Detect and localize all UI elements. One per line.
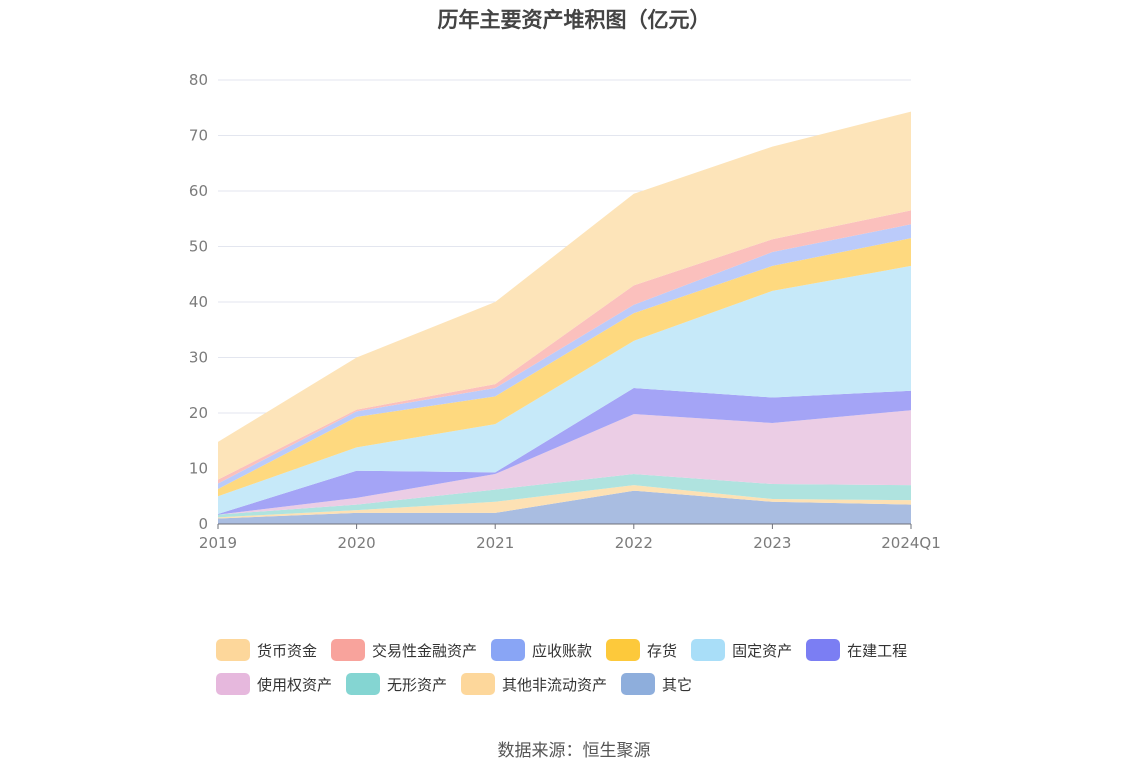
legend-swatch	[606, 639, 641, 661]
area-存货	[218, 238, 911, 497]
legend-item[interactable]: 使用权资产	[216, 672, 332, 696]
legend-label: 使用权资产	[257, 675, 333, 694]
legend-item[interactable]: 无形资产	[346, 672, 447, 696]
y-tick-label: 30	[189, 349, 208, 367]
legend-item[interactable]: 货币资金	[216, 638, 317, 662]
legend-label: 其它	[662, 675, 693, 694]
x-tick-label: 2020	[338, 534, 376, 552]
y-tick-label: 0	[198, 515, 208, 533]
legend-label: 货币资金	[257, 641, 318, 660]
legend-label: 固定资产	[732, 641, 793, 660]
legend-item[interactable]: 交易性金融资产	[331, 638, 477, 662]
x-tick-label: 2023	[753, 534, 791, 552]
legend-swatch	[491, 639, 526, 661]
area-series	[218, 111, 911, 524]
data-source: 数据来源：恒生聚源	[497, 741, 651, 761]
legend-swatch	[621, 673, 656, 695]
legend-swatch	[216, 673, 250, 695]
x-tick-label: 2022	[615, 534, 653, 552]
area-无形资产	[218, 474, 911, 518]
legend-label: 存货	[647, 641, 678, 660]
legend-item[interactable]: 存货	[606, 638, 677, 662]
legend-label: 无形资产	[387, 675, 448, 694]
y-tick-label: 60	[189, 182, 208, 200]
legend-item[interactable]: 应收账款	[491, 638, 592, 662]
legend-swatch	[806, 639, 841, 661]
area-货币资金	[218, 111, 911, 480]
area-交易性金融资产	[218, 210, 911, 484]
y-tick-label: 40	[189, 293, 208, 311]
y-tick-label: 20	[189, 404, 208, 422]
area-其他非流动资产	[218, 485, 911, 519]
legend-label: 应收账款	[532, 641, 593, 660]
legend-swatch	[691, 639, 726, 661]
y-axis: 0 10 20 30 40 50 60 70 80	[189, 71, 208, 533]
area-固定资产	[218, 265, 911, 515]
legend-item[interactable]: 其他非流动资产	[461, 672, 607, 696]
area-应收账款	[218, 224, 911, 490]
legend-label: 在建工程	[847, 641, 908, 660]
x-tick-label: 2024Q1	[881, 534, 941, 552]
x-tick-label: 2021	[476, 534, 514, 552]
stacked-area-chart: 2019 2020 2021 2022 2023 2024Q1 0 10 20 30 40 50 60…	[189, 71, 941, 552]
area-在建工程	[218, 388, 911, 515]
legend-swatch	[346, 673, 381, 695]
y-tick-label: 50	[189, 238, 208, 256]
area-使用权资产	[218, 410, 911, 515]
legend-swatch	[216, 639, 250, 661]
y-tick-label: 10	[189, 460, 208, 478]
chart-legend: 货币资金 交易性金融资产 应收账款 存货 固定资产 在建工程使用权资产 无形资产 其他非流动资…	[216, 638, 976, 696]
x-tick-label: 2019	[199, 534, 237, 552]
area-其它	[218, 490, 911, 524]
legend-label: 其他非流动资产	[502, 675, 608, 694]
legend-swatch	[331, 639, 366, 661]
x-axis: 2019 2020 2021 2022 2023 2024Q1	[199, 523, 941, 552]
legend-item[interactable]: 固定资产	[691, 638, 792, 662]
y-tick-label: 80	[189, 71, 208, 89]
legend-item[interactable]: 其它	[621, 672, 692, 696]
legend-label: 交易性金融资产	[372, 641, 478, 660]
legend-swatch	[461, 673, 496, 695]
y-tick-label: 70	[189, 127, 208, 145]
legend-item[interactable]: 在建工程	[806, 638, 907, 662]
chart-title: 历年主要资产堆积图（亿元）	[437, 8, 711, 32]
